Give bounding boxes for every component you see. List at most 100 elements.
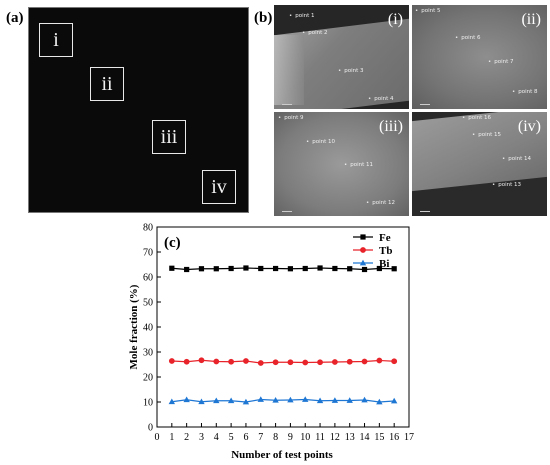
x-tick-label: 3 xyxy=(199,432,204,443)
data-point-bi xyxy=(331,397,339,403)
panel-b-label: (b) xyxy=(254,10,273,26)
data-point-tb xyxy=(317,359,323,366)
y-tick-label: 40 xyxy=(143,323,153,334)
plot-frame xyxy=(156,226,410,428)
series-line-tb xyxy=(171,359,395,364)
data-point-bi xyxy=(287,396,294,403)
x-tick-label: 6 xyxy=(243,432,248,443)
data-point-tb xyxy=(198,357,205,364)
sem-image-i: (i) point 1 point 2 point 3 point 4 xyxy=(274,5,409,109)
image-i-tag: (i) xyxy=(387,11,403,28)
data-point-fe xyxy=(347,266,353,272)
data-point-fe xyxy=(184,266,190,273)
x-tick-label: 17 xyxy=(404,432,414,443)
data-point-tb xyxy=(376,357,383,364)
x-tick-label: 14 xyxy=(360,432,370,443)
point-14-label: point 14 xyxy=(502,156,531,162)
y-tick-label: 50 xyxy=(143,298,153,309)
series-line-fe xyxy=(171,267,395,271)
legend-marker-tb xyxy=(360,247,366,253)
point-13-label: point 13 xyxy=(492,182,521,188)
data-point-tb xyxy=(302,359,309,366)
y-tick-label: 20 xyxy=(143,373,153,384)
x-tick-label: 9 xyxy=(288,432,293,443)
point-4-label: point 4 xyxy=(368,96,393,102)
data-point-tb xyxy=(213,358,220,365)
data-point-bi xyxy=(213,397,220,404)
data-point-bi xyxy=(390,397,398,404)
data-point-tb xyxy=(391,358,398,365)
data-point-fe xyxy=(317,265,323,271)
y-tick-label: 30 xyxy=(143,348,153,359)
x-tick-label: 11 xyxy=(315,432,325,443)
y-tick-label: 0 xyxy=(148,423,153,434)
sem-image-iv: (iv) point 16 point 15 point 14 point 13 xyxy=(412,112,547,216)
data-point-bi xyxy=(376,398,383,405)
panel-a-label: (a) xyxy=(6,10,24,26)
point-7-label: point 7 xyxy=(488,59,513,65)
x-tick-label: 16 xyxy=(389,432,399,443)
data-point-tb xyxy=(228,358,235,365)
point-16-label: point 16 xyxy=(462,115,491,121)
x-tick-label: 15 xyxy=(374,432,384,443)
x-tick-label: 7 xyxy=(258,432,263,443)
y-tick-label: 60 xyxy=(143,273,153,284)
data-point-tb xyxy=(361,358,368,365)
data-point-fe xyxy=(169,265,175,271)
point-8-label: point 8 xyxy=(512,89,537,95)
series-line-bi xyxy=(171,398,395,403)
data-point-fe xyxy=(376,265,382,272)
scale-bar xyxy=(282,211,292,212)
image-iv-tag: (iv) xyxy=(517,118,541,135)
point-12-label: point 12 xyxy=(366,200,395,206)
y-tick-label: 10 xyxy=(143,398,153,409)
data-point-bi xyxy=(168,398,176,405)
point-9-label: point 9 xyxy=(278,115,303,121)
data-point-tb xyxy=(183,358,190,365)
x-tick-label: 10 xyxy=(300,432,310,443)
data-point-tb xyxy=(168,358,175,364)
legend-label-tb: Tb xyxy=(379,245,392,257)
data-point-fe xyxy=(243,265,249,271)
data-point-fe xyxy=(302,265,308,272)
x-tick-label: 0 xyxy=(155,432,160,443)
data-point-tb xyxy=(331,359,338,365)
data-point-fe xyxy=(258,265,264,272)
data-point-bi xyxy=(198,398,205,405)
data-point-fe xyxy=(391,266,397,272)
sem-image-ii: (ii) point 5 point 6 point 7 point 8 xyxy=(412,5,547,109)
data-point-fe xyxy=(213,266,219,272)
region-i-box: i xyxy=(39,23,73,57)
point-1-label: point 1 xyxy=(289,13,314,19)
data-point-fe xyxy=(272,265,279,272)
legend-label-bi: Bi xyxy=(379,258,389,270)
legend-label-fe: Fe xyxy=(379,232,391,244)
data-point-bi xyxy=(346,397,353,403)
scale-bar xyxy=(420,104,430,105)
x-tick-label: 5 xyxy=(229,432,234,443)
data-point-fe xyxy=(228,265,234,272)
data-point-bi xyxy=(316,397,324,404)
point-11-label: point 11 xyxy=(344,162,373,168)
point-3-label: point 3 xyxy=(338,68,363,74)
data-point-bi xyxy=(227,397,235,404)
data-point-bi xyxy=(257,396,264,402)
y-tick-label: 80 xyxy=(143,223,153,234)
data-point-fe xyxy=(361,266,368,273)
panel-a-image: i ii iii iv xyxy=(28,7,249,213)
data-point-bi xyxy=(361,396,368,403)
x-tick-label: 4 xyxy=(214,432,219,443)
data-point-bi xyxy=(302,396,309,402)
data-point-fe xyxy=(198,266,205,272)
region-iv-box: iv xyxy=(202,170,236,204)
data-point-tb xyxy=(257,360,264,366)
panel-c-label: (c) xyxy=(164,235,181,251)
x-tick-label: 12 xyxy=(330,432,340,443)
scale-bar xyxy=(282,104,292,105)
x-tick-label: 8 xyxy=(273,432,278,443)
point-15-label: point 15 xyxy=(472,132,501,138)
data-point-tb xyxy=(346,358,353,365)
legend-marker-fe xyxy=(360,234,366,240)
y-tick-label: 70 xyxy=(143,248,153,259)
data-point-fe xyxy=(332,265,338,272)
